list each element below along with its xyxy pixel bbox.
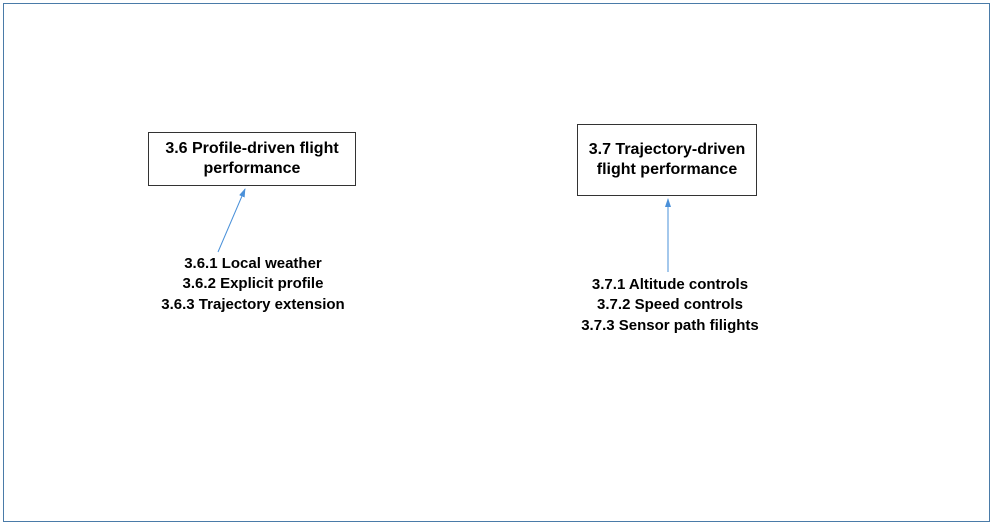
children-list-profile: 3.6.1 Local weather 3.6.2 Explicit profi… <box>148 254 358 315</box>
node-profile-driven-title: 3.6 Profile-driven flight performance <box>157 139 347 179</box>
children-list-trajectory: 3.7.1 Altitude controls 3.7.2 Speed cont… <box>575 275 765 336</box>
child-item: 3.6.1 Local weather <box>148 254 358 274</box>
node-profile-driven: 3.6 Profile-driven flight performance <box>148 132 356 186</box>
child-item: 3.7.1 Altitude controls <box>575 275 765 295</box>
child-item: 3.6.3 Trajectory extension <box>148 295 358 315</box>
child-item: 3.6.2 Explicit profile <box>148 274 358 294</box>
child-item: 3.7.2 Speed controls <box>575 295 765 315</box>
node-trajectory-driven: 3.7 Trajectory-driven flight performance <box>577 124 757 196</box>
child-item: 3.7.3 Sensor path filights <box>575 316 765 336</box>
node-trajectory-driven-title: 3.7 Trajectory-driven flight performance <box>586 140 748 180</box>
